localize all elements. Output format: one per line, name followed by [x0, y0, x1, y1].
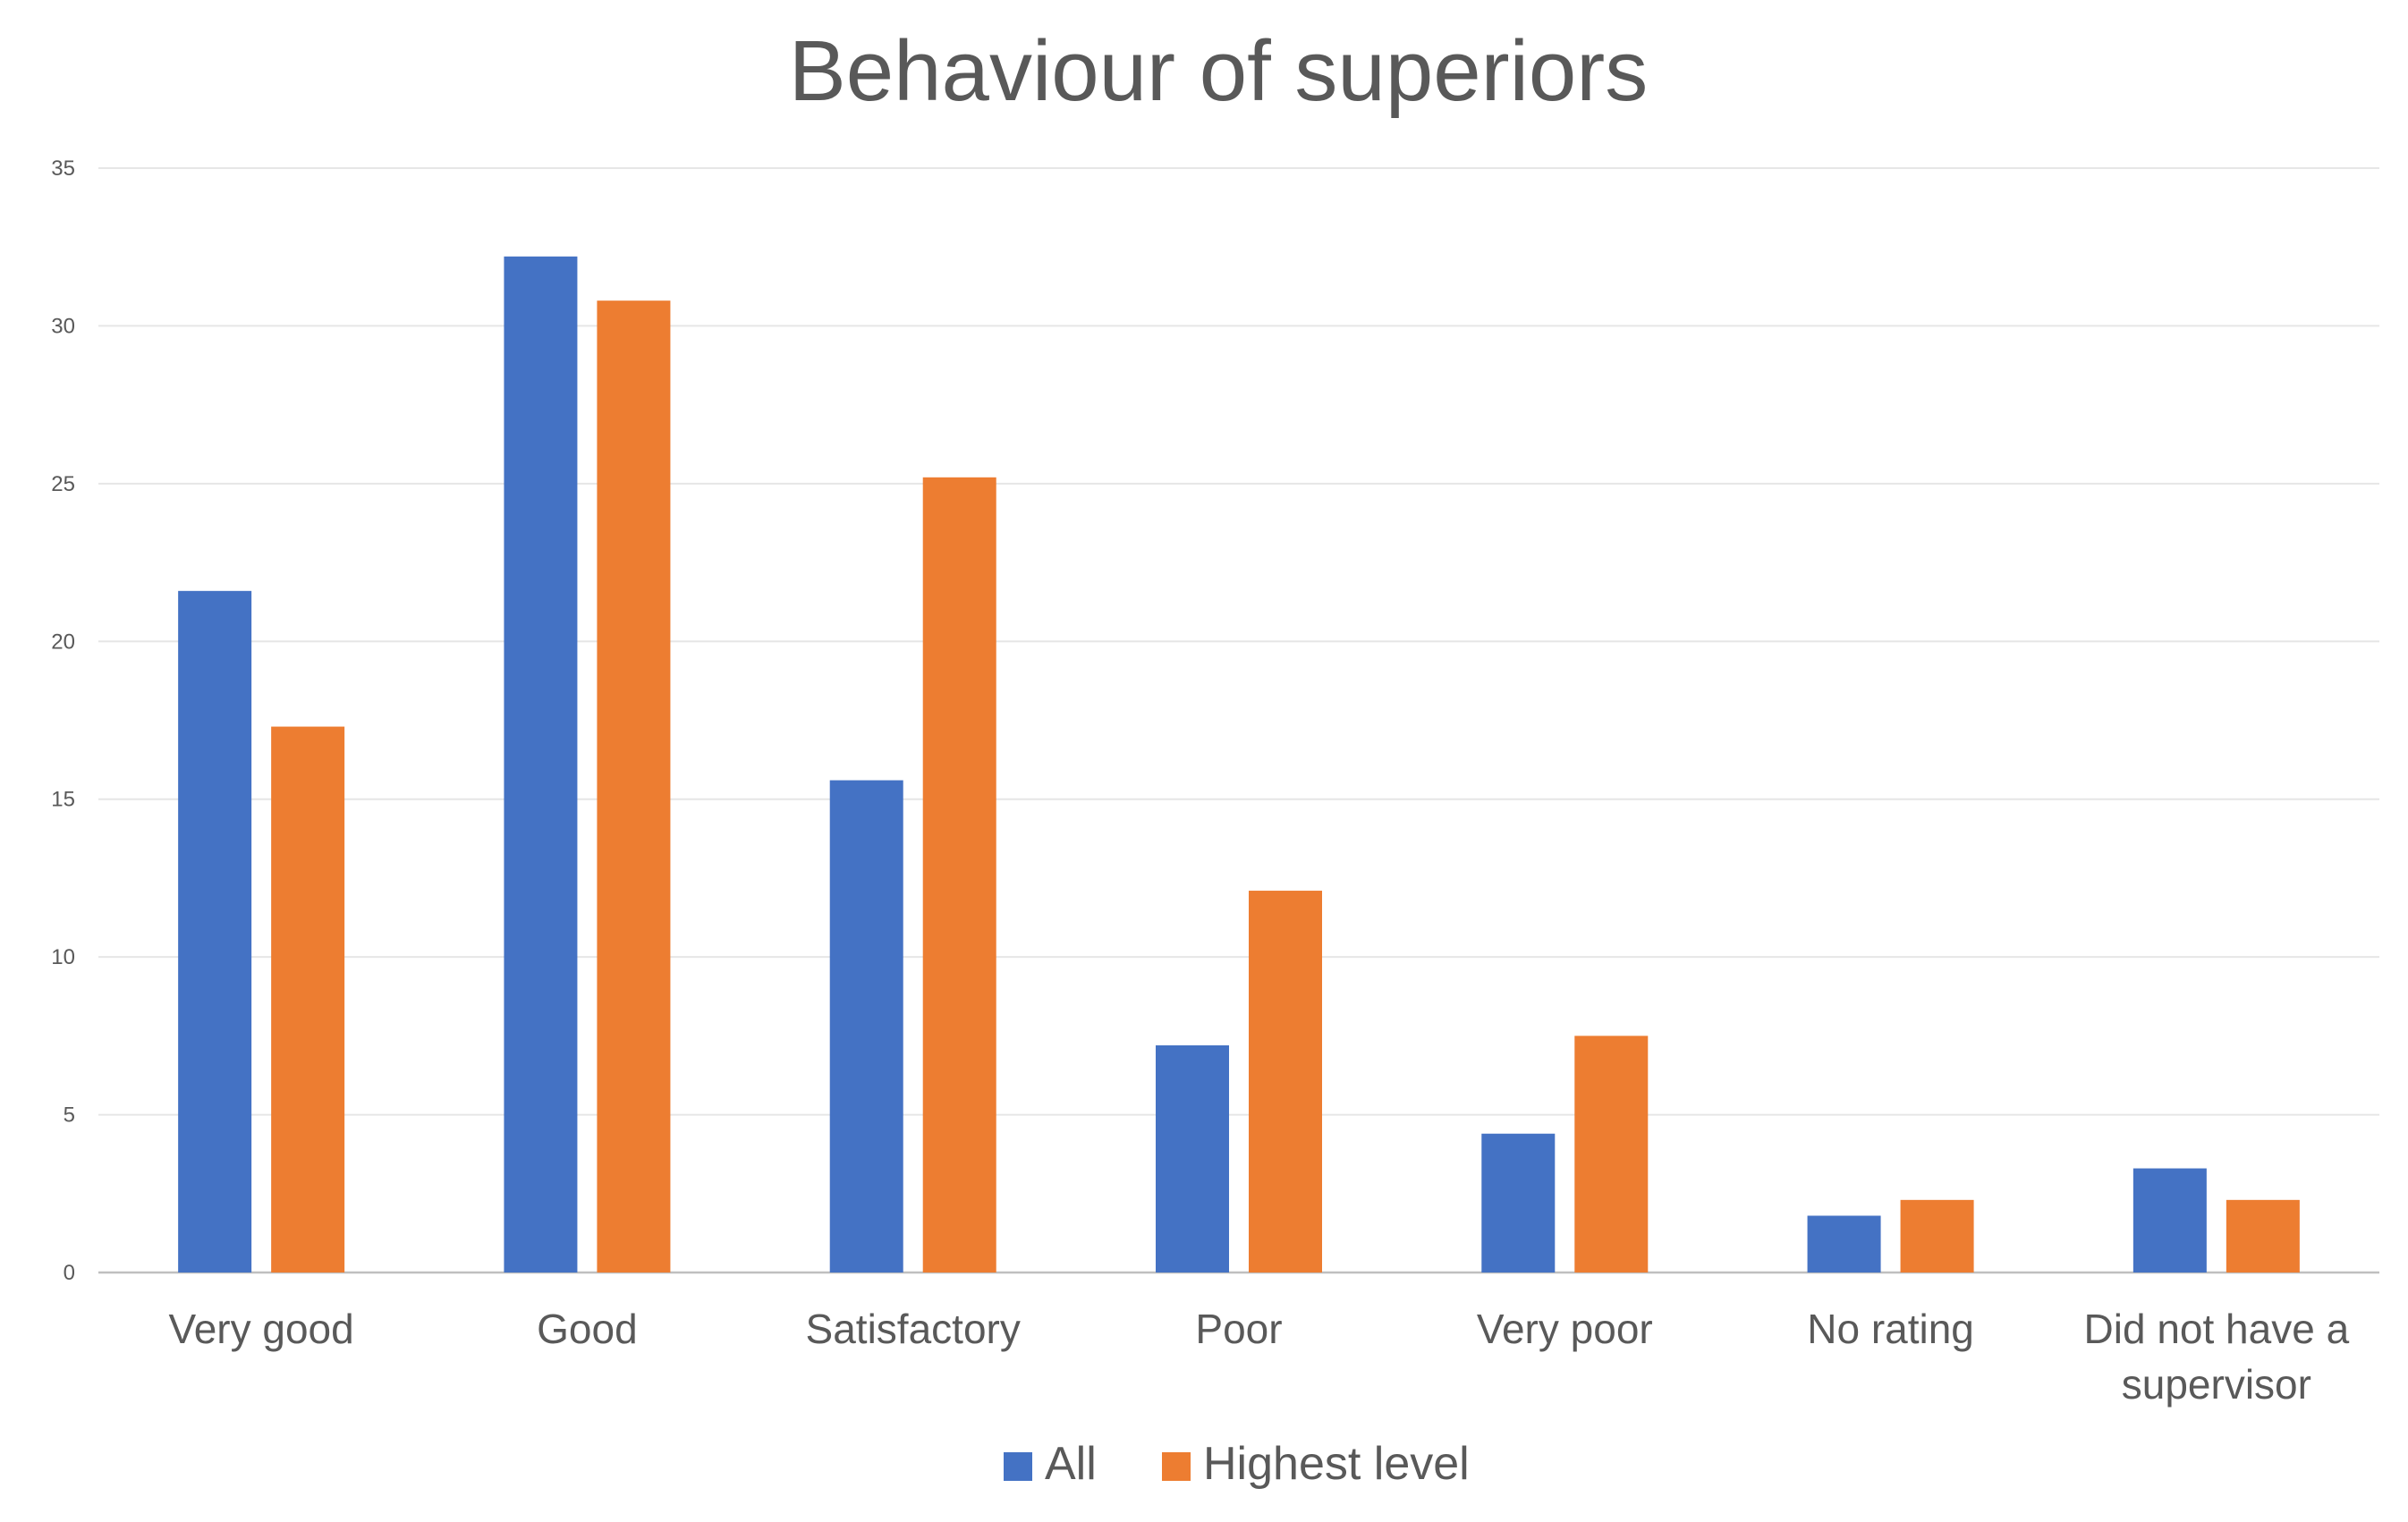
bar-highest-level: [1249, 891, 1322, 1273]
bar-highest-level: [271, 726, 345, 1273]
chart-title: Behaviour of superiors: [789, 23, 1649, 119]
legend-label: Highest level: [1203, 1438, 1470, 1490]
bar-all: [1156, 1044, 1229, 1273]
y-tick-label: 30: [51, 314, 75, 338]
bar-all: [1481, 1133, 1556, 1273]
category-label-line: supervisor: [2122, 1361, 2311, 1408]
y-tick-label: 0: [64, 1261, 75, 1285]
legend-swatch-all: [1004, 1452, 1032, 1481]
category-label-line: Very poor: [1477, 1306, 1653, 1352]
bar-all: [178, 590, 252, 1273]
category-label-line: Satisfactory: [806, 1306, 1021, 1352]
category-label: Satisfactory: [806, 1306, 1021, 1352]
bar-highest-level: [597, 300, 671, 1273]
legend-swatch-highest-level: [1162, 1452, 1191, 1481]
category-label-line: Very good: [169, 1306, 354, 1352]
legend-label: All: [1045, 1438, 1097, 1490]
legend: All Highest level: [1004, 1438, 1470, 1490]
category-label: Good: [537, 1306, 638, 1352]
bar-all: [829, 780, 903, 1273]
y-tick-label: 20: [51, 630, 75, 654]
category-label: Did not have a supervisor: [2084, 1306, 2350, 1408]
gridlines: [98, 167, 2379, 1274]
category-label: Very poor: [1477, 1306, 1653, 1352]
category-label: Very good: [169, 1306, 354, 1352]
category-label-line: Good: [537, 1306, 638, 1352]
x-axis-category-labels: Very good Good Satisfactory Poor Very poor No…: [169, 1306, 2350, 1408]
bar-highest-level: [1900, 1199, 1974, 1273]
y-tick-label: 25: [51, 472, 75, 496]
category-label-line: Poor: [1195, 1306, 1282, 1352]
bar-highest-level: [922, 477, 996, 1273]
y-axis-tick-labels: 0 5 10 15 20 25 30 35: [51, 156, 75, 1285]
bar-all: [504, 256, 578, 1273]
y-tick-label: 5: [64, 1103, 75, 1128]
y-tick-label: 35: [51, 156, 75, 181]
category-label-line: No rating: [1807, 1306, 1974, 1352]
bars: [178, 256, 2300, 1273]
bar-all: [2132, 1168, 2207, 1273]
category-label: No rating: [1807, 1306, 1974, 1352]
y-tick-label: 15: [51, 788, 75, 812]
y-tick-label: 10: [51, 945, 75, 969]
bar-highest-level: [2226, 1199, 2300, 1273]
category-label: Poor: [1195, 1306, 1282, 1352]
bar-highest-level: [1574, 1036, 1649, 1273]
bar-all: [1807, 1215, 1881, 1273]
category-label-line: Did not have a: [2084, 1306, 2350, 1352]
